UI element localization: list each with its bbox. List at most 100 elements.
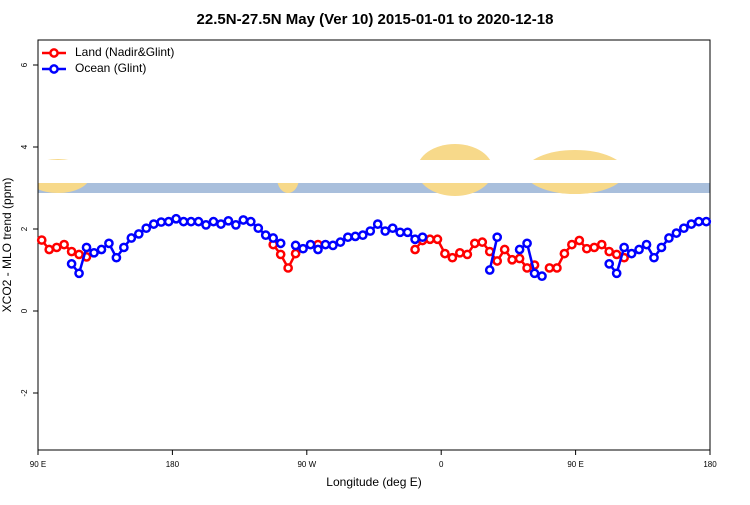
data-point: [656, 242, 667, 253]
y-tick-label: 6: [20, 62, 29, 67]
chart-title: 22.5N-27.5N May (Ver 10) 2015-01-01 to 2…: [197, 11, 554, 28]
data-point: [581, 243, 592, 254]
data-point: [686, 219, 697, 229]
data-point: [74, 249, 84, 260]
data-point: [275, 238, 286, 249]
data-point: [231, 220, 241, 230]
data-point: [626, 248, 637, 259]
data-point: [111, 252, 122, 263]
data-point: [611, 249, 622, 260]
plot-frame: [37, 39, 711, 451]
legend-label: Ocean (Glint): [75, 61, 146, 75]
data-point: [552, 263, 562, 273]
data-point: [201, 220, 211, 230]
data-point: [440, 248, 450, 259]
data-point: [119, 242, 129, 253]
y-tick-label: 0: [20, 308, 29, 313]
data-point: [148, 219, 159, 229]
data-point: [44, 244, 55, 255]
data-point: [425, 234, 435, 245]
data-point: [649, 252, 659, 263]
data-point: [410, 244, 420, 255]
data-point: [66, 259, 77, 269]
mask: [710, 160, 750, 193]
data-point: [305, 239, 316, 250]
data-point: [522, 263, 532, 273]
data-point: [641, 239, 652, 250]
data-point: [89, 247, 99, 258]
data-point: [216, 219, 226, 229]
x-tick-label: 180: [703, 460, 717, 469]
data-point: [417, 232, 428, 243]
data-point: [223, 215, 234, 226]
data-point: [74, 268, 84, 279]
data-point: [36, 235, 47, 245]
data-point: [395, 227, 405, 238]
data-point: [253, 223, 264, 234]
data-point: [283, 263, 293, 273]
data-point: [343, 232, 353, 243]
data-point: [104, 238, 114, 249]
x-axis-label: Longitude (deg E): [326, 475, 421, 489]
data-point: [141, 223, 152, 234]
data-point: [290, 248, 301, 259]
x-tick-label: 90 W: [297, 460, 316, 469]
data-point: [484, 265, 495, 275]
data-point: [604, 259, 615, 269]
data-point: [59, 239, 69, 250]
data-point: [492, 232, 503, 243]
data-point: [186, 216, 196, 227]
y-tick-label: 2: [20, 226, 29, 231]
data-point: [492, 256, 503, 266]
data-point: [432, 234, 443, 245]
mask: [0, 160, 38, 193]
x-tick-label: 180: [166, 460, 180, 469]
data-point: [499, 244, 510, 255]
data-point: [96, 244, 107, 255]
data-point: [619, 242, 629, 253]
data-point: [313, 244, 323, 255]
data-point: [365, 226, 376, 236]
data-point: [567, 239, 577, 250]
data-point: [275, 249, 286, 260]
y-tick-label: 4: [20, 144, 29, 149]
data-point: [559, 248, 570, 259]
data-point: [634, 244, 644, 255]
data-point: [387, 223, 398, 234]
data-point: [447, 252, 458, 263]
mask: [38, 160, 718, 183]
data-point: [507, 254, 517, 265]
data-point: [529, 268, 540, 279]
data-point: [156, 217, 167, 227]
data-point: [238, 215, 249, 225]
data-point: [693, 216, 704, 227]
x-tick-label: 90 E: [567, 460, 583, 469]
data-point: [335, 237, 346, 247]
data-point: [410, 234, 420, 245]
data-point: [298, 243, 308, 254]
data-point: [522, 238, 532, 249]
data-point: [679, 223, 689, 234]
data-point: [671, 228, 682, 238]
legend-label: Land (Nadir&Glint): [75, 45, 174, 59]
data-point: [290, 240, 301, 251]
data-point: [701, 216, 712, 227]
data-point: [357, 230, 368, 241]
data-point: [477, 237, 488, 247]
data-point: [455, 247, 465, 258]
data-point: [574, 235, 585, 246]
ocean-strip: [38, 183, 710, 193]
data-point: [402, 227, 413, 238]
data-point: [260, 230, 271, 241]
data-point: [66, 246, 77, 257]
legend-marker: [49, 64, 59, 74]
data-point: [544, 263, 555, 273]
data-point: [514, 253, 525, 264]
legend-marker: [49, 48, 59, 58]
data-point: [81, 242, 92, 253]
data-point: [163, 216, 174, 227]
data-point: [350, 231, 361, 242]
x-tick-label: 90 E: [30, 460, 46, 469]
data-point: [596, 239, 607, 250]
